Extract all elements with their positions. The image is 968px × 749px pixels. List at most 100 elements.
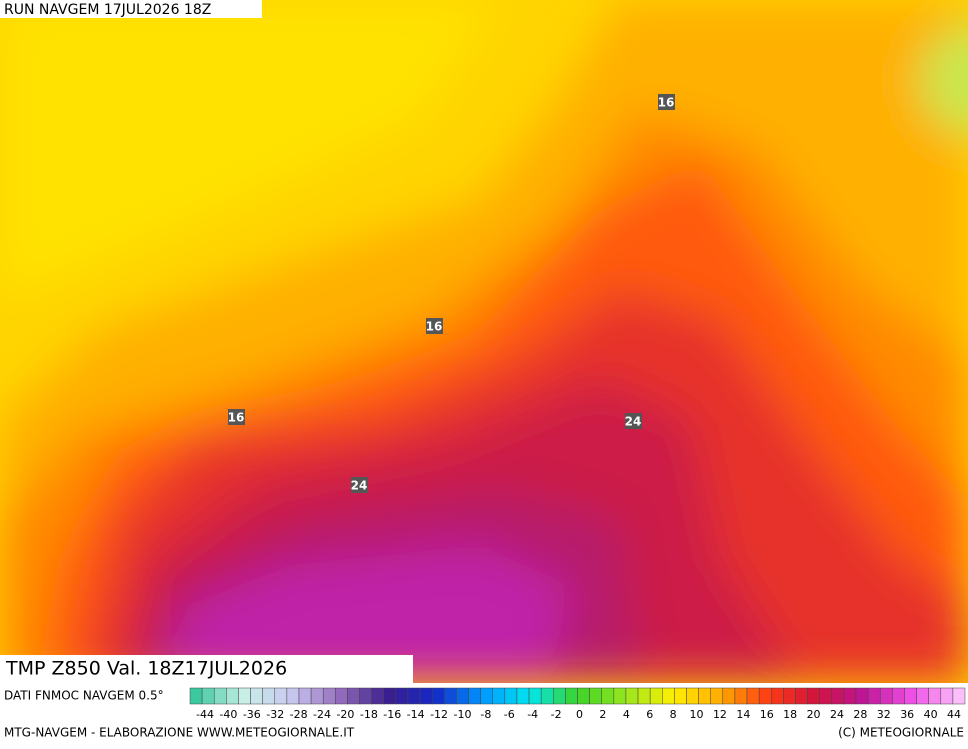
colorbar-swatch bbox=[940, 687, 954, 705]
map-title: TMP Z850 Val. 18Z17JUL2026 bbox=[5, 658, 287, 680]
colorbar-swatch bbox=[395, 687, 409, 705]
colorbar-swatch bbox=[468, 687, 481, 705]
colorbar-tick-label: 6 bbox=[646, 708, 653, 721]
colorbar-swatch bbox=[201, 687, 215, 705]
map: 16 16 16 24 24 RUN NAVGEM 17JUL2026 18Z bbox=[0, 0, 968, 683]
colorbar-swatch bbox=[807, 687, 820, 705]
colorbar-tick-label: -14 bbox=[407, 708, 425, 721]
colorbar-swatch bbox=[601, 687, 615, 705]
colorbar-tick-label: 16 bbox=[760, 708, 774, 721]
colorbar-tick-label: -24 bbox=[313, 708, 331, 721]
isotherm-label: 16 bbox=[426, 320, 443, 334]
colorbar-swatch bbox=[746, 687, 760, 705]
label-box bbox=[351, 477, 368, 493]
map-labels bbox=[228, 94, 675, 493]
colorbar-tick-label: 32 bbox=[877, 708, 891, 721]
colorbar-swatch bbox=[819, 687, 833, 705]
colorbar-swatch bbox=[189, 687, 203, 705]
colorbar-swatch bbox=[431, 687, 445, 705]
field-band bbox=[160, 545, 570, 683]
colorbar-swatch bbox=[371, 687, 384, 705]
colorbar-tick-label: -10 bbox=[453, 708, 471, 721]
colorbar-swatch bbox=[310, 687, 324, 705]
colorbar-tick-label: 24 bbox=[830, 708, 844, 721]
colorbar-tick-label: 8 bbox=[670, 708, 677, 721]
isotherm-label: 16 bbox=[228, 411, 245, 425]
colorbar-swatch bbox=[855, 687, 869, 705]
colorbar-swatch bbox=[625, 687, 639, 705]
colorbar-swatch bbox=[589, 687, 602, 705]
colorbar-swatch bbox=[674, 687, 687, 705]
label-box bbox=[658, 94, 675, 110]
colorbar-swatch bbox=[298, 687, 312, 705]
label-box bbox=[426, 318, 443, 334]
colorbar-swatch bbox=[698, 687, 711, 705]
colorbar-swatch bbox=[456, 687, 469, 705]
colorbar-swatch bbox=[758, 687, 772, 705]
colorbar-swatch bbox=[904, 687, 917, 705]
colorbar-swatch bbox=[528, 687, 542, 705]
colorbar-swatch bbox=[250, 687, 263, 705]
colorbar-swatch bbox=[952, 687, 966, 705]
colorbar-swatch bbox=[322, 687, 336, 705]
colorbar-tick-label: -2 bbox=[551, 708, 562, 721]
colorbar-tick-label: 2 bbox=[599, 708, 606, 721]
colorbar-swatch bbox=[226, 687, 239, 705]
colorbar-swatch bbox=[686, 687, 699, 705]
colorbar-tick-label: 36 bbox=[900, 708, 914, 721]
colorbar-swatch bbox=[359, 687, 372, 705]
colorbar-tick-label: 18 bbox=[783, 708, 797, 721]
colorbar-tick-label: 44 bbox=[947, 708, 961, 721]
colorbar-swatch bbox=[662, 687, 675, 705]
isotherm-label: 24 bbox=[351, 479, 368, 493]
colorbar-swatch bbox=[831, 687, 845, 705]
colorbar-tick-label: 20 bbox=[807, 708, 821, 721]
colorbar-swatch bbox=[649, 687, 663, 705]
colorbar-tick-label: -8 bbox=[480, 708, 491, 721]
colorbar-swatch bbox=[492, 687, 506, 705]
colorbar-swatch bbox=[274, 687, 288, 705]
colorbar-swatch bbox=[916, 687, 929, 705]
colorbar: -44 -40 -36 -32 -28 -24 -20 -18 -16 -14 -12 -10 -8 -6… bbox=[189, 687, 966, 721]
colorbar-tick-label: 10 bbox=[690, 708, 704, 721]
colorbar-swatch bbox=[734, 687, 748, 705]
colorbar-tick-label: 12 bbox=[713, 708, 727, 721]
colorbar-tick-label: 40 bbox=[924, 708, 938, 721]
colorbar-swatch bbox=[444, 687, 457, 705]
colorbar-swatch bbox=[516, 687, 530, 705]
label-box bbox=[625, 413, 642, 429]
colorbar-swatch bbox=[480, 687, 493, 705]
colorbar-swatch bbox=[335, 687, 348, 705]
colorbar-tick-label: -40 bbox=[219, 708, 237, 721]
footer-right: (C) METEOGIORNALE bbox=[838, 726, 964, 740]
colorbar-tick-label: -32 bbox=[266, 708, 284, 721]
run-info: RUN NAVGEM 17JUL2026 18Z bbox=[4, 2, 211, 18]
colorbar-swatch bbox=[722, 687, 736, 705]
colorbar-swatch bbox=[238, 687, 251, 705]
colorbar-swatch bbox=[213, 687, 227, 705]
colorbar-tick-label: 14 bbox=[736, 708, 750, 721]
colorbar-swatch bbox=[613, 687, 627, 705]
colorbar-swatch bbox=[553, 687, 566, 705]
colorbar-swatch bbox=[710, 687, 724, 705]
colorbar-tick-label: -18 bbox=[360, 708, 378, 721]
colorbar-tick-label: -6 bbox=[504, 708, 515, 721]
colorbar-swatch bbox=[843, 687, 857, 705]
header-box bbox=[0, 0, 262, 18]
colorbar-swatch bbox=[771, 687, 784, 705]
title-box bbox=[0, 655, 413, 683]
colorbar-swatch bbox=[892, 687, 905, 705]
colorbar-swatch bbox=[504, 687, 518, 705]
data-source: DATI FNMOC NAVGEM 0.5° bbox=[4, 689, 164, 703]
colorbar-tick-label: -44 bbox=[196, 708, 214, 721]
colorbar-tick-label: -16 bbox=[383, 708, 401, 721]
field-band bbox=[920, 25, 968, 135]
colorbar-tick-label: -12 bbox=[430, 708, 448, 721]
colorbar-swatch bbox=[565, 687, 578, 705]
colorbar-swatch bbox=[419, 687, 433, 705]
field-band bbox=[0, 0, 500, 300]
colorbar-swatch bbox=[928, 687, 942, 705]
colorbar-swatch bbox=[347, 687, 360, 705]
colorbar-swatch bbox=[867, 687, 881, 705]
